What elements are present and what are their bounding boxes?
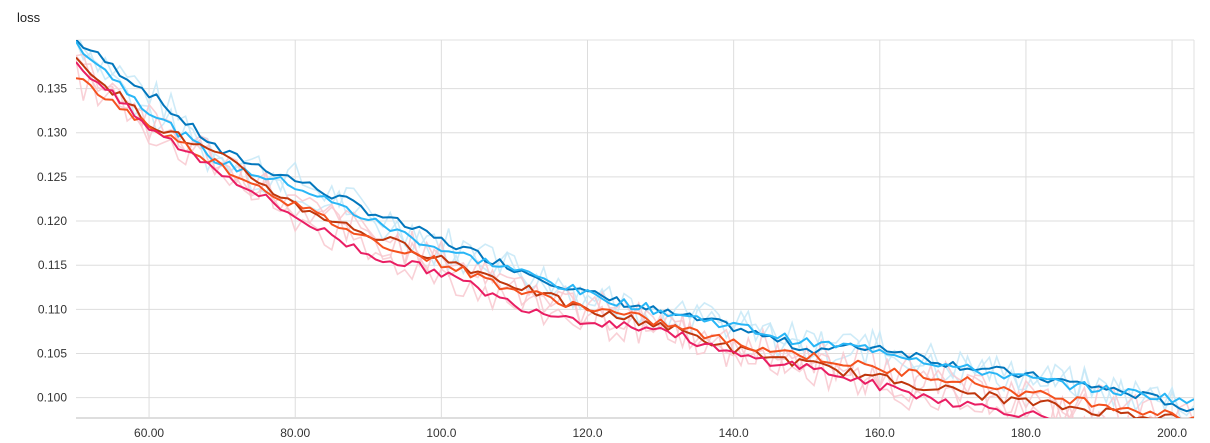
y-tick-label: 0.125 — [37, 170, 67, 184]
y-tick-label: 0.105 — [37, 347, 67, 361]
x-tick-label: 180.0 — [1011, 426, 1041, 440]
y-tick-label: 0.100 — [37, 391, 67, 405]
smoothed-series-line-2 — [76, 56, 1194, 418]
x-tick-label: 120.0 — [572, 426, 602, 440]
smoothed-series-line-3 — [76, 77, 1194, 418]
y-tick-label: 0.120 — [37, 214, 67, 228]
y-tick-label: 0.135 — [37, 82, 67, 96]
x-tick-label: 80.00 — [280, 426, 310, 440]
chart-title: loss — [17, 10, 41, 25]
x-tick-label: 160.0 — [865, 426, 895, 440]
smoothed-series-line-4 — [76, 61, 1050, 418]
y-tick-label: 0.130 — [37, 126, 67, 140]
grid-lines — [76, 39, 1195, 419]
smoothed-series-line-0 — [76, 40, 1194, 413]
raw-series-line-2 — [76, 53, 1193, 418]
smoothed-series-line-1 — [76, 40, 1194, 405]
x-tick-label: 200.0 — [1157, 426, 1187, 440]
raw-series-line-4 — [76, 55, 1167, 418]
x-tick-label: 60.00 — [134, 426, 164, 440]
y-tick-label: 0.115 — [38, 258, 67, 272]
x-tick-label: 100.0 — [426, 426, 456, 440]
axis-tick-labels: 0.100 0.105 0.110 0.115 0.120 0.125 0.130 0.135… — [37, 82, 1187, 440]
y-tick-label: 0.110 — [38, 302, 67, 316]
x-tick-label: 140.0 — [719, 426, 749, 440]
smoothed-series-group — [76, 40, 1194, 418]
